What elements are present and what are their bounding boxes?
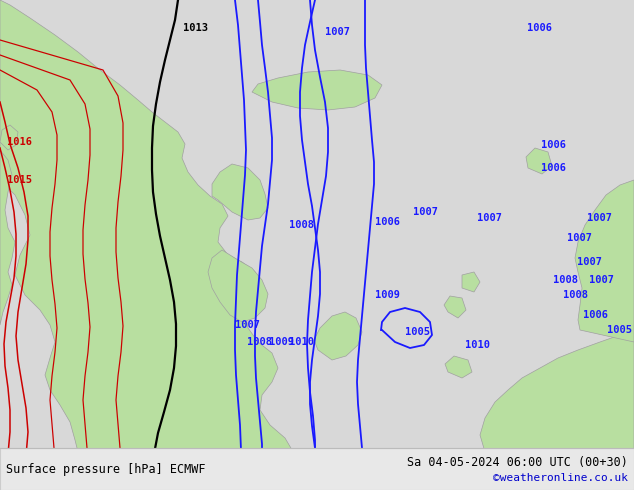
Polygon shape (0, 150, 15, 325)
Text: 1008: 1008 (247, 337, 273, 347)
Polygon shape (400, 330, 634, 490)
Text: 1008: 1008 (290, 220, 314, 230)
Polygon shape (462, 272, 480, 292)
Text: 1015: 1015 (8, 175, 32, 185)
Text: 1006: 1006 (583, 310, 609, 320)
Text: 1010: 1010 (290, 337, 314, 347)
Text: 1007: 1007 (567, 233, 593, 243)
Text: 1007: 1007 (588, 213, 612, 223)
Polygon shape (444, 296, 466, 318)
Text: 1005: 1005 (406, 327, 430, 337)
Text: 1006: 1006 (541, 163, 567, 173)
Polygon shape (526, 148, 552, 174)
Text: 1009: 1009 (269, 337, 295, 347)
Text: Surface pressure [hPa] ECMWF: Surface pressure [hPa] ECMWF (6, 463, 205, 475)
Text: 1008: 1008 (564, 290, 588, 300)
Text: 1006: 1006 (375, 217, 401, 227)
Text: ©weatheronline.co.uk: ©weatheronline.co.uk (493, 473, 628, 483)
Polygon shape (0, 125, 18, 150)
Text: 1009: 1009 (375, 290, 401, 300)
Bar (0, 448, 634, 490)
Polygon shape (212, 164, 268, 220)
Text: 1010: 1010 (465, 340, 491, 350)
Polygon shape (445, 356, 472, 378)
Polygon shape (0, 0, 295, 490)
Polygon shape (208, 250, 268, 322)
Text: 1013: 1013 (183, 23, 207, 33)
Polygon shape (314, 312, 362, 360)
Text: 1006: 1006 (527, 23, 552, 33)
Text: 1007: 1007 (578, 257, 602, 267)
Text: 1007: 1007 (235, 320, 261, 330)
Polygon shape (252, 70, 382, 110)
Text: 1007: 1007 (325, 27, 351, 37)
Text: 1006: 1006 (541, 140, 567, 150)
Text: 1007: 1007 (477, 213, 503, 223)
Text: 1008: 1008 (553, 275, 578, 285)
Text: 1007: 1007 (590, 275, 614, 285)
Text: Sa 04-05-2024 06:00 UTC (00+30): Sa 04-05-2024 06:00 UTC (00+30) (407, 456, 628, 468)
Text: 1005: 1005 (607, 325, 633, 335)
Text: 1007: 1007 (413, 207, 437, 217)
Text: 1016: 1016 (8, 137, 32, 147)
Polygon shape (575, 180, 634, 342)
